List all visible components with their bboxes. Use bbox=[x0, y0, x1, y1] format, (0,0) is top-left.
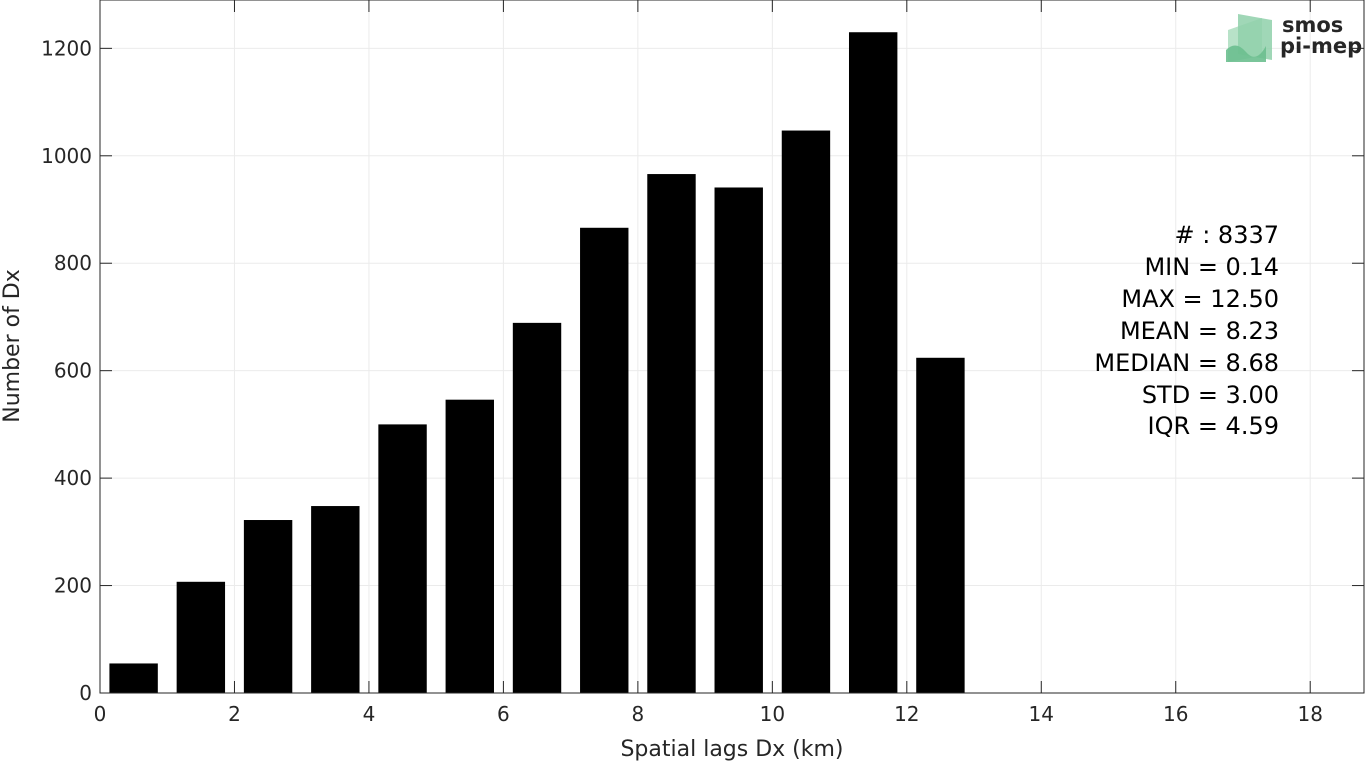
bar bbox=[176, 581, 226, 693]
y-tick-label: 400 bbox=[54, 466, 92, 490]
smos-pimep-logo: smos pi-mep bbox=[1226, 13, 1362, 62]
stat-std: STD = 3.00 bbox=[1142, 381, 1279, 409]
bar bbox=[109, 663, 158, 693]
bar bbox=[848, 32, 898, 694]
logo-text-smos: smos bbox=[1282, 13, 1343, 37]
stat-iqr: IQR = 4.59 bbox=[1148, 412, 1279, 440]
y-tick-label: 1000 bbox=[41, 144, 92, 168]
x-tick-label: 12 bbox=[894, 702, 919, 726]
bar bbox=[445, 399, 494, 693]
y-tick-label: 0 bbox=[79, 681, 92, 705]
axis-ticks: 0 2 4 6 8 10 12 14 16 18 0 200 400 600 800 1000 1200 bbox=[41, 0, 1364, 726]
bar bbox=[311, 506, 360, 693]
bar bbox=[512, 322, 562, 693]
stat-count: # : 8337 bbox=[1174, 221, 1279, 249]
y-tick-label: 200 bbox=[54, 574, 92, 598]
plot-frame bbox=[99, 0, 1365, 694]
bar bbox=[580, 227, 629, 694]
bar bbox=[378, 424, 427, 693]
x-tick-label: 18 bbox=[1297, 702, 1322, 726]
y-tick-label: 800 bbox=[54, 251, 92, 275]
bars bbox=[109, 32, 965, 694]
stats-annotation: # : 8337 MIN = 0.14 MAX = 12.50 MEAN = 8… bbox=[1094, 221, 1279, 440]
stat-max: MAX = 12.50 bbox=[1121, 285, 1279, 313]
y-tick-label: 600 bbox=[54, 359, 92, 383]
y-axis-label: Number of Dx bbox=[0, 269, 25, 423]
logo-text-pimep: pi-mep bbox=[1280, 34, 1362, 58]
bar bbox=[714, 187, 763, 693]
x-axis-label: Spatial lags Dx (km) bbox=[620, 737, 843, 762]
x-tick-label: 14 bbox=[1029, 702, 1054, 726]
y-tick-label: 1200 bbox=[41, 36, 92, 60]
x-tick-label: 0 bbox=[94, 702, 107, 726]
x-tick-label: 6 bbox=[497, 702, 510, 726]
x-tick-label: 16 bbox=[1163, 702, 1188, 726]
bar bbox=[916, 357, 965, 693]
logo-emblem-icon bbox=[1226, 14, 1272, 62]
bar bbox=[647, 174, 696, 694]
stat-mean: MEAN = 8.23 bbox=[1120, 317, 1279, 345]
x-tick-label: 10 bbox=[760, 702, 785, 726]
x-tick-label: 4 bbox=[363, 702, 376, 726]
bar bbox=[781, 130, 831, 693]
stat-median: MEDIAN = 8.68 bbox=[1094, 349, 1279, 377]
stat-min: MIN = 0.14 bbox=[1144, 253, 1279, 281]
x-tick-label: 2 bbox=[228, 702, 241, 726]
x-tick-label: 8 bbox=[632, 702, 645, 726]
bar bbox=[243, 520, 293, 693]
